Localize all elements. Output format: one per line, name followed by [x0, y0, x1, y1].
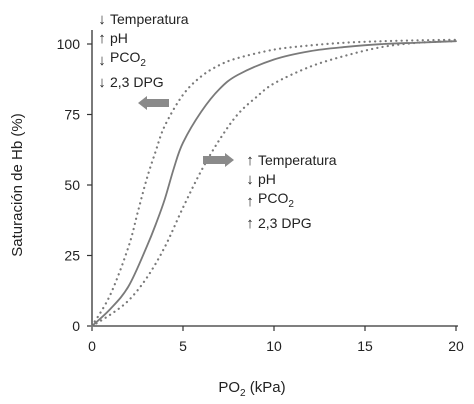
annotation-text: 2,3 DPG	[110, 73, 164, 92]
right-shift-curve	[90, 40, 458, 328]
arrow-up-icon: ↑	[98, 30, 106, 47]
annotation-text: Temperatura	[110, 10, 189, 29]
annotation-row: ↑ pH	[94, 29, 189, 48]
annotation-text: pH	[110, 29, 128, 48]
right-shift-annotation: ↑ Temperatura ↓ pH ↑ PCO2 ↑ 2,3 DPG	[242, 151, 337, 233]
x-axis-label-main: PO	[218, 379, 240, 396]
arrow-down-icon: ↓	[246, 171, 254, 188]
x-tick-label: 5	[179, 338, 187, 354]
annotation-row: ↑ Temperatura	[242, 151, 337, 170]
left-shift-arrow-shape	[138, 96, 169, 110]
y-tick-label: 25	[64, 248, 80, 264]
annotation-label: PCO	[258, 190, 289, 206]
arrow-up-icon: ↑	[246, 214, 254, 232]
x-tick-label: 10	[266, 338, 282, 354]
annotation-subscript: 2	[140, 57, 146, 69]
annotation-label: Temperatura	[258, 152, 337, 168]
annotation-text: PCO2	[258, 189, 294, 214]
y-tick-label: 50	[64, 177, 80, 193]
left-shift-annotation: ↓ Temperatura ↑ pH ↓ PCO2 ↓ 2,3 DPG	[94, 10, 189, 92]
annotation-label: Temperatura	[110, 11, 189, 27]
x-tick-label: 15	[357, 338, 373, 354]
axes	[91, 30, 458, 327]
y-tick-label: 75	[64, 107, 80, 123]
annotation-label: 2,3 DPG	[258, 214, 312, 231]
annotation-label: PCO	[110, 49, 141, 65]
y-tick-label: 0	[72, 318, 80, 334]
annotation-label: 2,3 DPG	[110, 73, 164, 90]
x-axis-label-sub: 2	[240, 388, 246, 399]
tick-group: 0 5 10 15 20 0 25 50 75 100	[57, 36, 464, 354]
x-axis-label: PO2 (kPa)	[218, 379, 285, 399]
arrow-down-icon: ↓	[98, 51, 106, 69]
left-shift-curve	[90, 38, 458, 328]
curve-group	[90, 38, 458, 328]
annotation-label: pH	[110, 30, 128, 46]
annotation-row: ↑ 2,3 DPG	[242, 214, 337, 233]
y-tick-label: 100	[57, 36, 81, 52]
left-shift-arrow-icon	[138, 96, 169, 110]
annotation-row: ↓ 2,3 DPG	[94, 73, 189, 92]
x-tick-label: 20	[448, 338, 464, 354]
annotation-row: ↓ Temperatura	[94, 10, 189, 29]
annotation-text: 2,3 DPG	[258, 214, 312, 233]
annotation-row: ↓ pH	[242, 170, 337, 189]
y-axis-label: Saturación de Hb (%)	[9, 113, 26, 256]
arrow-down-icon: ↓	[98, 11, 106, 28]
arrow-up-icon: ↑	[246, 152, 254, 169]
annotation-subscript: 2	[288, 198, 294, 210]
x-axis-label-tail: (kPa)	[246, 379, 286, 396]
annotation-row: ↑ PCO2	[242, 189, 337, 214]
normal-curve	[91, 40, 457, 327]
right-shift-arrow-shape	[203, 153, 234, 167]
annotation-text: PCO2	[110, 48, 146, 73]
annotation-row: ↓ PCO2	[94, 48, 189, 73]
right-shift-arrow-icon	[203, 153, 234, 167]
annotation-label: pH	[258, 171, 276, 187]
annotation-text: Temperatura	[258, 151, 337, 170]
annotation-text: pH	[258, 170, 276, 189]
arrow-down-icon: ↓	[98, 73, 106, 91]
x-tick-label: 0	[88, 338, 96, 354]
arrow-up-icon: ↑	[246, 192, 254, 210]
